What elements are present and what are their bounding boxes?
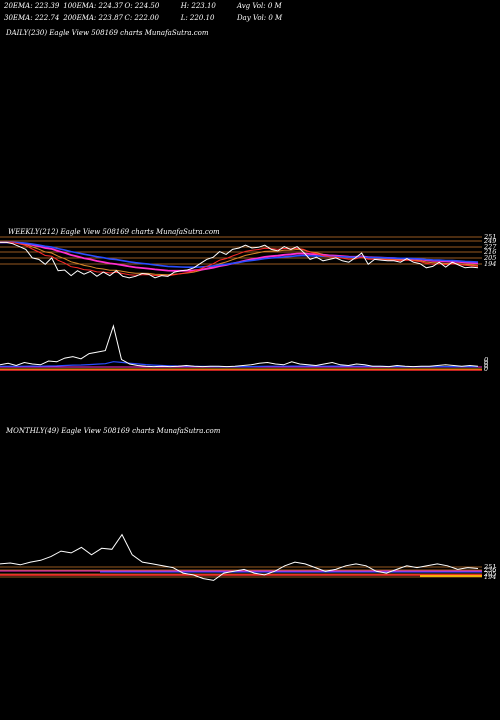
weekly-y-tick: 227 bbox=[483, 243, 497, 251]
day-vol-label: Day Vol: 0 M bbox=[236, 14, 283, 22]
ema-header-row-1: 20EMA: 223.39 100EMA: 224.37 O: 224.50 H… bbox=[4, 2, 282, 10]
high-label: H: 223.10 bbox=[180, 2, 216, 10]
ema-header-row-2: 30EMA: 222.74 200EMA: 223.87 C: 222.00 L… bbox=[4, 14, 282, 22]
monthly-y-tick: 194 bbox=[484, 573, 496, 581]
open-label: O: 224.50 bbox=[124, 2, 160, 10]
monthly-panel-title: MONTHLY(49) Eagle View 508169 charts Mun… bbox=[6, 427, 221, 435]
weekly-volume-line bbox=[0, 324, 479, 368]
weekly-price-line bbox=[0, 241, 479, 279]
weekly-ema-orange bbox=[0, 241, 479, 276]
weekly-volume-tick: 0 bbox=[484, 356, 488, 364]
ema200-label: 200EMA: 223.87 bbox=[63, 14, 124, 22]
close-label: C: 222.00 bbox=[124, 14, 159, 22]
weekly-volume-tick: 0 bbox=[484, 365, 488, 373]
monthly-y-tick: 205 bbox=[483, 570, 496, 578]
weekly-y-tick: 251 bbox=[483, 233, 496, 241]
weekly-ema-red bbox=[0, 241, 479, 277]
weekly-panel-title: WEEKLY(212) Eagle View 508169 charts Mun… bbox=[8, 228, 220, 236]
weekly-volume-tick: 0 bbox=[484, 359, 488, 367]
daily-panel-title: DAILY(230) Eagle View 508169 charts Muna… bbox=[6, 29, 209, 37]
monthly-y-tick: 236 bbox=[483, 566, 496, 574]
weekly-y-tick: 205 bbox=[483, 254, 496, 262]
low-label: L: 220.10 bbox=[180, 14, 215, 22]
weekly-y-tick: 216 bbox=[483, 248, 496, 256]
weekly-volume-tick: 0 bbox=[484, 362, 488, 370]
weekly-y-tick: 249 bbox=[483, 237, 496, 245]
avg-vol-label: Avg Vol: 0 M bbox=[236, 2, 282, 10]
monthly-y-tick: 251 bbox=[483, 563, 496, 571]
ema30-label: 30EMA: 222.74 bbox=[4, 14, 60, 22]
ema20-label: 20EMA: 223.39 bbox=[4, 2, 60, 10]
weekly-ema-blue bbox=[0, 241, 479, 269]
ema100-label: 100EMA: 224.37 bbox=[63, 2, 124, 10]
monthly-price-line bbox=[0, 533, 479, 581]
weekly-y-tick: 194 bbox=[484, 260, 496, 268]
weekly-volume-ema-blue bbox=[0, 361, 478, 368]
